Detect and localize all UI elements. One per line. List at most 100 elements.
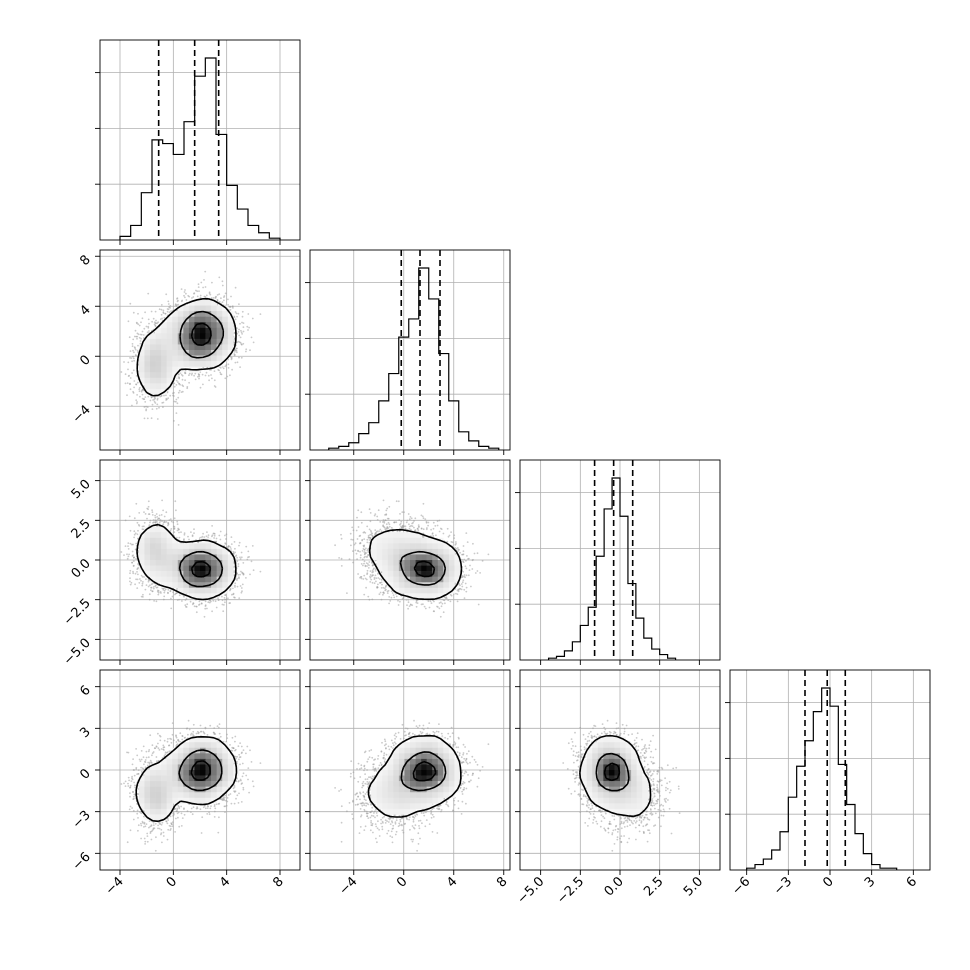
scatter-point [206, 813, 209, 815]
scatter-point [238, 758, 240, 761]
scatter-point [136, 571, 138, 573]
scatter-point [366, 783, 369, 785]
scatter-point [145, 750, 148, 753]
scatter-point [237, 331, 240, 333]
density-cell [426, 770, 433, 776]
density-cell [222, 770, 229, 776]
density-cell [183, 571, 190, 577]
scatter-point [175, 379, 178, 382]
y-tick-label-3-0: −6 [70, 850, 94, 874]
scatter-point [457, 746, 460, 749]
scatter-point [410, 604, 412, 606]
density-cell [205, 344, 212, 351]
scatter-point [204, 607, 207, 610]
scatter-point [147, 756, 150, 759]
density-cell [172, 355, 179, 362]
scatter-point [161, 841, 163, 844]
scatter-point [163, 515, 166, 518]
scatter-point [216, 725, 219, 727]
scatter-point [193, 292, 196, 294]
density-cell [592, 781, 599, 787]
scatter-point [137, 817, 139, 819]
density-cell [432, 554, 439, 561]
density-cell [227, 333, 234, 340]
scatter-point [375, 577, 378, 580]
scatter-point [192, 296, 195, 298]
scatter-point [588, 817, 591, 820]
scatter-point [214, 296, 217, 299]
scatter-point [660, 803, 663, 806]
scatter-point [151, 514, 154, 516]
density-cell [620, 758, 626, 765]
scatter-point [356, 516, 358, 519]
scatter-point [465, 532, 468, 534]
scatter-point [600, 814, 603, 816]
scatter-point [150, 396, 153, 399]
scatter-point [148, 762, 151, 765]
density-cell [432, 537, 439, 544]
density-cell [426, 587, 433, 594]
scatter-point [224, 601, 226, 604]
scatter-point [572, 750, 575, 753]
scatter-point [346, 810, 348, 813]
scatter-point [635, 742, 638, 744]
density-cell [625, 747, 632, 754]
scatter-point [611, 815, 614, 817]
scatter-point [204, 286, 207, 288]
density-cell [194, 300, 201, 306]
scatter-point [644, 824, 647, 827]
scatter-point [634, 826, 637, 829]
density-cell [227, 554, 234, 561]
density-cell [614, 753, 621, 760]
scatter-point [221, 595, 223, 598]
scatter-point [581, 803, 584, 806]
scatter-point [367, 784, 370, 786]
scatter-point [223, 796, 226, 799]
density-cell [625, 792, 632, 799]
density-cell [625, 742, 632, 749]
scatter-point [471, 755, 474, 758]
density-cell [421, 576, 427, 583]
scatter-point [158, 521, 161, 524]
scatter-point [340, 805, 343, 808]
scatter-point [231, 368, 234, 371]
scatter-point [595, 736, 598, 739]
scatter-point [651, 798, 654, 800]
y-tick-label-3-3: 3 [77, 725, 93, 741]
scatter-point [652, 734, 654, 737]
scatter-point [143, 826, 145, 828]
scatter-point [586, 805, 588, 807]
scatter-point [620, 822, 623, 825]
density-cell [437, 571, 444, 577]
scatter-point [620, 827, 623, 830]
scatter-point [469, 761, 471, 764]
density-cell [216, 565, 223, 572]
scatter-point [653, 795, 656, 798]
scatter-point [165, 293, 168, 296]
scatter-point [239, 742, 242, 744]
scatter-point [361, 550, 364, 552]
scatter-point [589, 730, 592, 733]
scatter-point [158, 734, 161, 737]
scatter-panel-2-1 [305, 459, 511, 665]
scatter-point [154, 514, 156, 517]
scatter-point [136, 754, 139, 757]
density-cell [161, 560, 167, 566]
scatter-point [403, 511, 405, 514]
scatter-point [611, 849, 614, 852]
density-cell [138, 543, 145, 550]
scatter-point [173, 420, 175, 422]
scatter-point [363, 808, 366, 811]
density-cell [222, 548, 229, 555]
density-cell [222, 764, 229, 771]
scatter-point [440, 810, 442, 813]
scatter-point [173, 517, 176, 520]
density-cell [448, 753, 455, 760]
density-cell [625, 753, 632, 760]
scatter-point [218, 293, 221, 295]
scatter-point [163, 316, 166, 319]
density-cell [592, 775, 599, 782]
density-cell [161, 775, 167, 782]
density-cell [415, 792, 422, 799]
density-cell [421, 764, 427, 771]
